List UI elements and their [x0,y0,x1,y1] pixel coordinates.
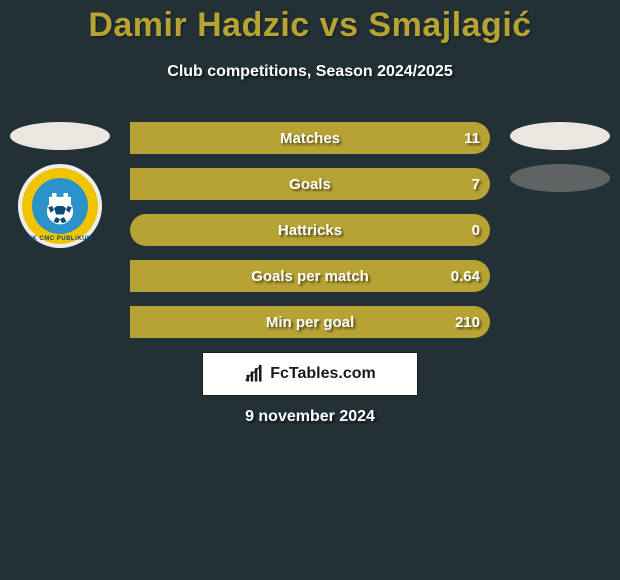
bar-label: Hattricks [278,222,342,239]
flag-ellipse-right-2 [510,164,610,192]
stat-bar: Goals per match 0.64 [130,260,490,292]
page-title: Damir Hadzic vs Smajlagić [0,0,620,45]
brand-box: FcTables.com [202,352,418,396]
bar-chart-icon [244,364,264,384]
brand-text: FcTables.com [270,365,376,383]
stat-bar: Hattricks 0 [130,214,490,246]
club-badge-left: NK CMC PUBLIKUM [18,164,102,248]
bar-value-right: 7 [472,176,480,193]
stat-bar: Matches 11 [130,122,490,154]
bar-label: Goals [289,176,331,193]
bar-value-right: 0 [472,222,480,239]
soccer-ball-icon [39,185,81,227]
flag-ellipse-left [10,122,110,150]
subtitle: Club competitions, Season 2024/2025 [0,63,620,81]
stat-bars: Matches 11 Goals 7 Hattricks 0 Goals per match… [130,122,490,338]
stat-bar: Goals 7 [130,168,490,200]
badge-text: NK CMC PUBLIKUM [18,236,102,242]
flag-ellipse-right-1 [510,122,610,150]
badge-inner [32,178,88,234]
bar-value-right: 0.64 [451,268,480,285]
bar-label: Goals per match [251,268,369,285]
bar-label: Matches [280,130,340,147]
date-stamp: 9 november 2024 [0,408,620,426]
left-player-col: NK CMC PUBLIKUM [0,122,120,248]
bar-label: Min per goal [266,314,354,331]
bar-value-right: 11 [464,130,480,147]
bar-value-right: 210 [455,314,480,331]
stat-bar: Min per goal 210 [130,306,490,338]
right-player-col [500,122,620,192]
